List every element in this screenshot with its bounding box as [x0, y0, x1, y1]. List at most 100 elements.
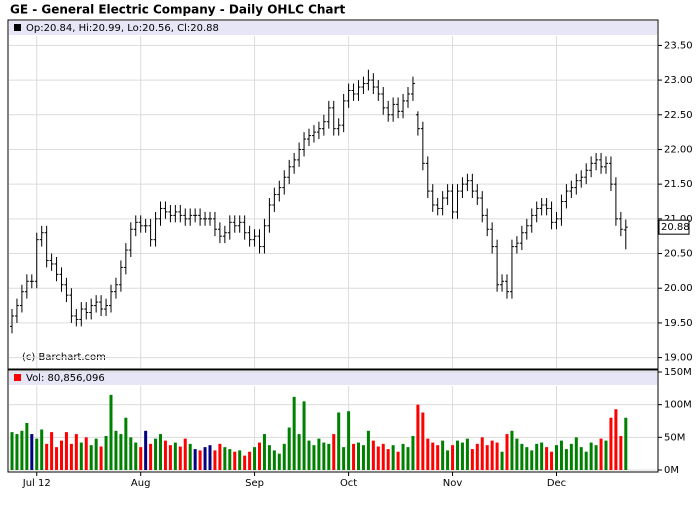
volume-bar: [119, 434, 123, 470]
volume-bar: [515, 438, 519, 470]
volume-bar: [337, 412, 341, 470]
volume-bar: [470, 449, 474, 470]
volume-bar: [386, 449, 390, 470]
y-tick-label: 20.00: [664, 283, 693, 294]
volume-bar: [89, 445, 93, 470]
volume-bar: [114, 430, 118, 470]
volume-bar: [69, 443, 73, 470]
volume-bar: [50, 432, 54, 470]
volume-bar: [347, 411, 351, 470]
volume-bar: [317, 438, 321, 470]
volume-bar: [579, 447, 583, 470]
y-tick-label: 19.00: [664, 353, 693, 364]
volume-bar: [411, 436, 415, 470]
volume-bar: [99, 446, 103, 470]
chart-title: GE - General Electric Company - Daily OH…: [10, 3, 345, 17]
volume-bar: [79, 442, 83, 470]
volume-bar: [599, 438, 603, 470]
volume-bar: [401, 443, 405, 470]
volume-bar: [495, 442, 499, 470]
y-tick-label: 23.00: [664, 75, 693, 86]
volume-bar: [60, 440, 63, 470]
volume-bar: [490, 440, 494, 470]
volume-bar: [55, 447, 59, 470]
volume-bar: [213, 450, 217, 470]
volume-bar: [436, 445, 440, 470]
volume-bar: [74, 434, 78, 470]
x-tick-label: Sep: [245, 478, 264, 489]
volume-bar: [109, 394, 113, 470]
x-tick-label: Jul 12: [22, 478, 51, 489]
volume-bar: [15, 434, 19, 470]
volume-bar: [391, 445, 395, 470]
volume-bar: [183, 438, 187, 470]
volume-bar: [64, 432, 68, 470]
volume-bar: [193, 449, 197, 470]
volume-bar: [208, 445, 212, 470]
volume-bar: [545, 447, 549, 470]
volume-bar: [144, 430, 148, 470]
volume-bar: [40, 429, 44, 470]
volume-bar: [396, 451, 400, 470]
volume-bar: [258, 442, 261, 470]
volume-bar: [188, 443, 192, 470]
volume-bar: [456, 440, 459, 470]
volume-bar: [342, 447, 346, 470]
y-tick-label: 50M: [664, 432, 685, 443]
volume-bar: [609, 417, 613, 470]
volume-bar: [352, 443, 356, 470]
volume-bar: [312, 445, 316, 470]
volume-bar: [84, 437, 88, 470]
y-tick-label: 0M: [664, 465, 679, 476]
volume-bar: [20, 430, 24, 470]
volume-bar: [366, 430, 370, 470]
volume-legend: Vol: 80,856,096: [26, 373, 105, 384]
volume-bar: [104, 436, 108, 470]
volume-bar: [614, 409, 618, 470]
volume-bar: [262, 434, 266, 470]
volume-bar: [307, 440, 311, 470]
volume-bar: [45, 443, 49, 470]
y-tick-label: 100M: [664, 400, 692, 411]
price-legend-swatch: [14, 24, 21, 31]
volume-bar: [550, 451, 554, 470]
volume-bar: [267, 445, 271, 470]
volume-bar: [203, 447, 207, 470]
volume-bar: [139, 447, 143, 470]
volume-bar: [500, 451, 504, 470]
volume-bar: [163, 440, 167, 470]
volume-bar: [292, 396, 296, 470]
price-marker-box: [658, 219, 690, 235]
x-tick-label: Nov: [443, 478, 463, 489]
volume-bar: [441, 440, 445, 470]
price-legend-bar: [9, 21, 657, 35]
volume-bar: [446, 450, 450, 470]
volume-bar: [10, 432, 14, 470]
y-tick-label: 19.50: [664, 318, 693, 329]
volume-bar: [168, 445, 172, 470]
volume-bar: [416, 404, 420, 470]
volume-bar: [218, 443, 222, 470]
volume-bar: [124, 417, 128, 470]
volume-bar: [574, 437, 578, 470]
volume-bar: [223, 447, 227, 470]
volume-bar: [520, 443, 524, 470]
volume-bar: [243, 455, 247, 470]
volume-bar: [272, 450, 276, 470]
volume-legend-bar: [9, 371, 657, 385]
volume-bar: [149, 443, 153, 470]
y-tick-label: 20.50: [664, 249, 693, 260]
volume-bar: [297, 434, 301, 470]
volume-bar: [282, 443, 286, 470]
volume-bar: [35, 438, 39, 470]
volume-bar: [30, 434, 34, 470]
y-tick-label: 23.50: [664, 40, 693, 51]
volume-bar: [555, 445, 558, 470]
y-tick-label: 22.50: [664, 110, 693, 121]
volume-bar: [357, 442, 360, 470]
y-tick-label: 21.50: [664, 179, 693, 190]
y-tick-label: 21.00: [664, 214, 693, 225]
volume-bar: [406, 447, 410, 470]
price-marker-label: 20.88: [661, 222, 690, 233]
